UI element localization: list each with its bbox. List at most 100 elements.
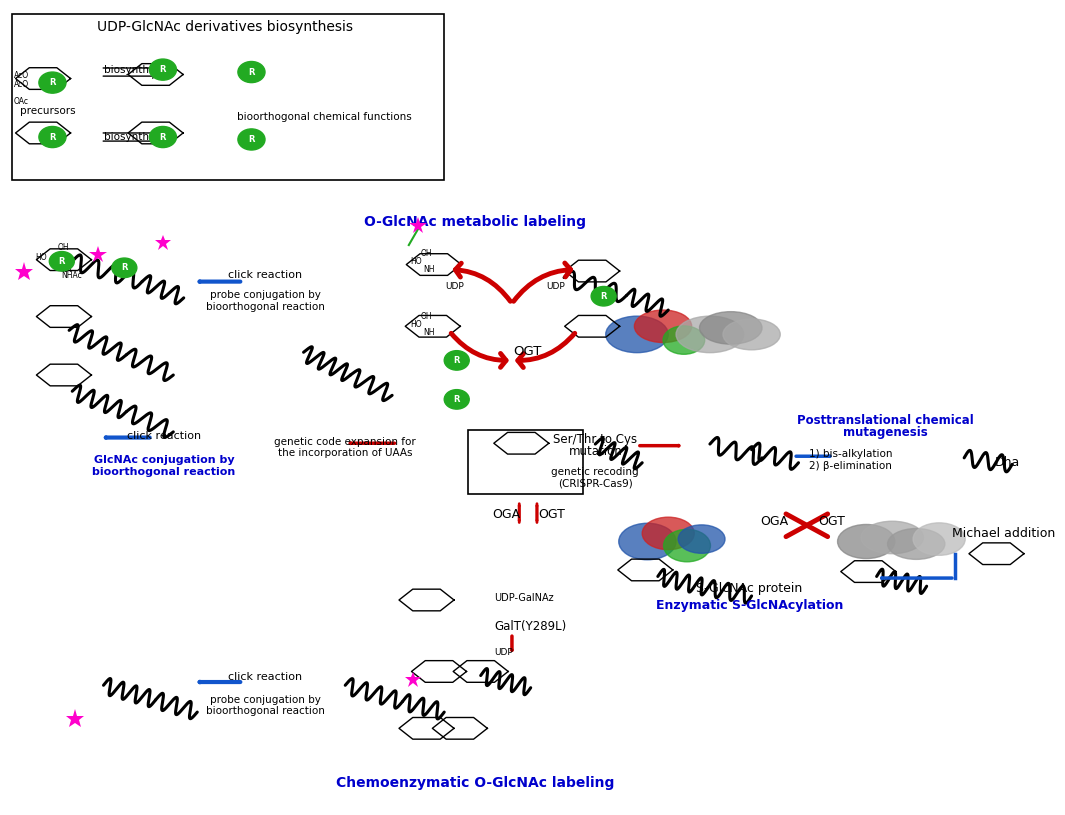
Text: UDP: UDP	[158, 69, 177, 78]
Text: NH: NH	[61, 265, 71, 274]
Text: GalT(Y289L): GalT(Y289L)	[494, 620, 567, 633]
Text: OGT: OGT	[513, 345, 542, 358]
Text: Dha: Dha	[995, 456, 1019, 469]
Text: (CRISPR-Cas9): (CRISPR-Cas9)	[558, 479, 633, 489]
Text: Enzymatic S-GlcNAcylation: Enzymatic S-GlcNAcylation	[656, 599, 843, 612]
Text: UDP-GlcNAc derivatives biosynthesis: UDP-GlcNAc derivatives biosynthesis	[97, 20, 354, 34]
Ellipse shape	[887, 528, 945, 559]
Text: UDP: UDP	[445, 282, 464, 291]
Text: R: R	[601, 292, 607, 301]
Ellipse shape	[723, 319, 781, 350]
Text: OAc: OAc	[14, 97, 29, 106]
Ellipse shape	[913, 523, 965, 555]
Text: R: R	[454, 395, 460, 404]
Text: S-GlcNAc protein: S-GlcNAc protein	[697, 582, 803, 595]
Text: AcO: AcO	[14, 80, 29, 89]
Text: R: R	[248, 135, 255, 144]
Text: click reaction: click reaction	[228, 672, 302, 682]
Text: mutation: mutation	[569, 445, 622, 458]
Text: click reaction: click reaction	[127, 431, 201, 441]
Circle shape	[149, 59, 177, 80]
Text: R: R	[160, 133, 166, 142]
Text: biosynthesis: biosynthesis	[103, 64, 169, 75]
Text: click reaction: click reaction	[228, 270, 302, 280]
Text: OGT: OGT	[818, 515, 846, 527]
Text: OGT: OGT	[538, 509, 564, 522]
Text: OH: OH	[421, 312, 432, 321]
Text: bioorthogonal reaction: bioorthogonal reaction	[93, 468, 235, 478]
Text: R: R	[248, 68, 255, 77]
Circle shape	[112, 258, 136, 278]
Text: bioorthogonal chemical functions: bioorthogonal chemical functions	[237, 112, 412, 121]
Ellipse shape	[676, 316, 743, 353]
Text: R: R	[121, 263, 128, 272]
Ellipse shape	[678, 525, 725, 553]
Text: probe conjugation by: probe conjugation by	[210, 290, 321, 301]
Circle shape	[149, 126, 177, 148]
Text: OGA: OGA	[493, 509, 521, 522]
Text: UDP: UDP	[546, 282, 566, 291]
Ellipse shape	[663, 326, 705, 355]
Ellipse shape	[635, 310, 691, 342]
Circle shape	[49, 252, 75, 271]
Circle shape	[591, 287, 617, 306]
Text: Michael addition: Michael addition	[952, 526, 1055, 540]
Text: biosynthesis: biosynthesis	[103, 132, 169, 142]
Text: R: R	[160, 65, 166, 74]
Text: R: R	[454, 356, 460, 365]
Text: UDP: UDP	[494, 648, 513, 657]
Text: R: R	[601, 292, 607, 301]
Text: OGA: OGA	[760, 515, 788, 527]
Text: mutagenesis: mutagenesis	[842, 426, 928, 439]
Text: Chemoenzymatic O-GlcNAc labeling: Chemoenzymatic O-GlcNAc labeling	[337, 776, 615, 790]
Text: R: R	[160, 65, 166, 74]
Text: R: R	[49, 78, 55, 87]
Ellipse shape	[663, 529, 710, 562]
Text: 1) bis-alkylation: 1) bis-alkylation	[809, 449, 892, 459]
Circle shape	[39, 126, 66, 148]
Text: HO: HO	[410, 257, 422, 266]
Text: genetic code expansion for: genetic code expansion for	[275, 437, 416, 447]
Text: R: R	[454, 395, 460, 404]
Ellipse shape	[861, 522, 923, 553]
Text: OH: OH	[421, 249, 432, 258]
Text: R: R	[49, 133, 55, 142]
Text: R: R	[49, 133, 55, 142]
Text: R: R	[59, 257, 65, 266]
Circle shape	[237, 61, 265, 82]
Ellipse shape	[642, 518, 694, 549]
Text: UDP: UDP	[158, 137, 177, 146]
Ellipse shape	[837, 525, 895, 558]
Text: Posttranslational chemical: Posttranslational chemical	[797, 414, 973, 427]
Circle shape	[39, 72, 66, 93]
Text: the incorporation of UAAs: the incorporation of UAAs	[278, 448, 412, 458]
Text: bioorthogonal reaction: bioorthogonal reaction	[206, 302, 325, 312]
Text: NH: NH	[423, 328, 435, 337]
Text: NHAc: NHAc	[61, 271, 82, 280]
Text: GlcNAc conjugation by: GlcNAc conjugation by	[94, 456, 234, 465]
Text: probe conjugation by: probe conjugation by	[210, 695, 321, 705]
Text: precursors: precursors	[20, 106, 76, 116]
Ellipse shape	[700, 311, 763, 344]
Ellipse shape	[619, 523, 676, 560]
Circle shape	[444, 350, 470, 370]
Text: HO: HO	[410, 320, 422, 329]
Text: bioorthogonal reaction: bioorthogonal reaction	[206, 707, 325, 716]
Text: HO: HO	[35, 253, 47, 262]
Text: genetic recoding: genetic recoding	[552, 468, 639, 478]
Circle shape	[237, 129, 265, 150]
Text: 2) β-elimination: 2) β-elimination	[809, 461, 891, 471]
Text: UDP-GalNAz: UDP-GalNAz	[494, 593, 554, 603]
Ellipse shape	[606, 316, 668, 353]
Text: AcO: AcO	[14, 71, 29, 80]
Text: R: R	[248, 135, 255, 144]
Text: R: R	[49, 78, 55, 87]
Text: NH: NH	[423, 265, 435, 274]
Text: R: R	[59, 257, 65, 266]
Text: O-GlcNAc metabolic labeling: O-GlcNAc metabolic labeling	[364, 215, 587, 229]
Text: Ser/Thr to Cys: Ser/Thr to Cys	[553, 434, 637, 447]
Text: OH: OH	[59, 243, 69, 252]
Circle shape	[444, 390, 470, 409]
Text: R: R	[160, 133, 166, 142]
Text: R: R	[454, 356, 460, 365]
